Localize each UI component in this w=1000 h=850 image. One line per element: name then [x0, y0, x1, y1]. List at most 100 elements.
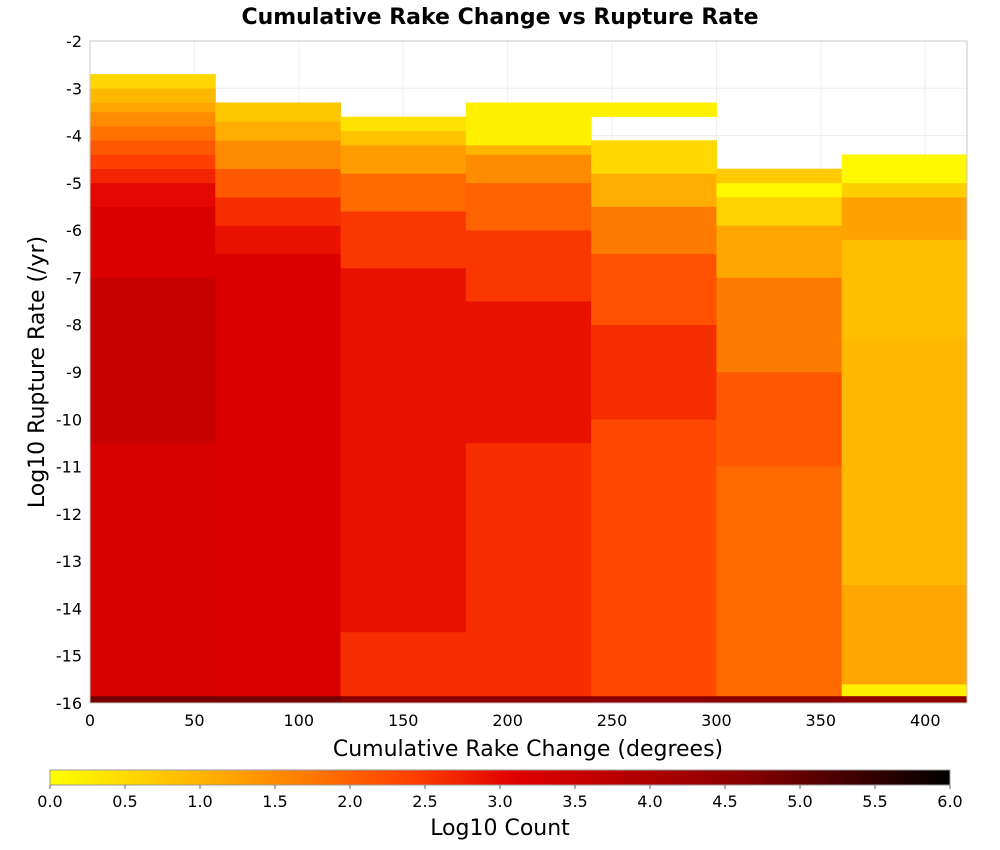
- y-tick-label: -9: [66, 363, 82, 382]
- heatmap-cell: [841, 684, 968, 697]
- y-tick-label: -16: [56, 694, 82, 713]
- heatmap-cell: [340, 632, 467, 697]
- y-tick-label: -7: [66, 268, 82, 287]
- heatmap-cell: [215, 225, 342, 255]
- heatmap-cell: [716, 277, 843, 373]
- y-tick-label: -10: [56, 410, 82, 429]
- colorbar: [49, 769, 951, 786]
- heatmap-cell: [90, 102, 216, 113]
- heatmap-cell: [465, 102, 592, 146]
- colorbar-tick-label: 3.5: [562, 792, 587, 811]
- heatmap-cell: [716, 197, 843, 226]
- heatmap-cell: [90, 168, 216, 184]
- heatmap-cell: [340, 116, 467, 132]
- heatmap-cell: [716, 695, 843, 704]
- heatmap-cell: [90, 111, 216, 127]
- colorbar-tick-label: 1.0: [187, 792, 212, 811]
- heatmap-cell: [90, 74, 216, 89]
- x-tick-label: 0: [85, 711, 95, 730]
- y-tick-label: -2: [66, 32, 82, 51]
- heatmap-cell: [591, 253, 717, 326]
- heatmap-cell: [215, 197, 342, 226]
- x-tick-label: 300: [701, 711, 732, 730]
- heatmap-cell: [841, 197, 968, 240]
- heatmap-cell: [591, 695, 717, 704]
- heatmap-cell: [340, 130, 467, 146]
- heatmap-cell: [716, 225, 843, 278]
- colorbar-tick-label: 2.0: [337, 792, 362, 811]
- heatmap-cell: [716, 182, 843, 198]
- x-tick-label: 150: [388, 711, 419, 730]
- heatmap-cell: [716, 466, 843, 697]
- heatmap-cell: [841, 239, 968, 340]
- heatmap-cell: [716, 168, 843, 184]
- heatmap-cell: [90, 182, 216, 207]
- x-axis-ticks: 0 50 100 150 200 250 300 350 400: [85, 711, 941, 730]
- colorbar-tick-label: 5.0: [787, 792, 812, 811]
- heatmap-cell: [591, 206, 717, 255]
- heatmap-cell: [90, 88, 216, 103]
- y-tick-label: -12: [56, 505, 82, 524]
- colorbar-tick-label: 0.5: [112, 792, 137, 811]
- heatmap-cell: [465, 301, 592, 444]
- heatmap-cell: [340, 211, 467, 269]
- y-tick-label: -11: [56, 458, 82, 477]
- y-tick-label: -15: [56, 647, 82, 666]
- colorbar-ticks: 0.0 0.5 1.0 1.5 2.0 2.5 3.0 3.5 4.0 4.5 5.0 5.5 6.0: [37, 785, 963, 811]
- heatmap-cell: [215, 168, 342, 198]
- heatmap-cell: [716, 372, 843, 467]
- heatmap-cell: [591, 419, 717, 697]
- colorbar-tick-label: 0.0: [37, 792, 62, 811]
- y-axis-label: Log10 Rupture Rate (/yr): [25, 236, 50, 508]
- heatmap-cell: [90, 277, 216, 444]
- colorbar-tick-label: 3.0: [487, 792, 512, 811]
- heatmap-cell: [90, 126, 216, 141]
- heatmap-cell: [90, 154, 216, 169]
- heatmap-cell: [215, 121, 342, 141]
- x-tick-label: 250: [597, 711, 628, 730]
- heatmap-cell: [841, 584, 968, 685]
- heatmap-cells: [90, 74, 968, 704]
- heatmap-cell: [340, 695, 467, 704]
- heatmap-cell: [90, 695, 216, 704]
- heatmap-cell: [465, 182, 592, 231]
- x-tick-label: 200: [492, 711, 523, 730]
- heatmap-cell: [340, 173, 467, 212]
- y-tick-label: -3: [66, 79, 82, 98]
- heatmap-cell: [90, 140, 216, 155]
- heatmap-cell: [591, 102, 717, 117]
- y-tick-label: -4: [66, 127, 82, 146]
- heatmap-cell: [90, 442, 216, 697]
- colorbar-tick-label: 5.5: [862, 792, 887, 811]
- heatmap-cell: [340, 267, 467, 633]
- heatmap-cell: [841, 695, 968, 704]
- colorbar-tick-label: 1.5: [262, 792, 287, 811]
- y-tick-label: -5: [66, 174, 82, 193]
- heatmap-cell: [841, 154, 968, 184]
- heatmap-cell: [215, 253, 342, 697]
- x-tick-label: 350: [806, 711, 837, 730]
- heatmap-cell: [90, 206, 216, 278]
- colorbar-tick-label: 6.0: [937, 792, 962, 811]
- y-tick-label: -13: [56, 552, 82, 571]
- x-tick-label: 50: [184, 711, 204, 730]
- plot-frame: [89, 40, 968, 704]
- heatmap-cell: [591, 140, 717, 174]
- heatmap-cell: [841, 338, 968, 586]
- heatmap-cell: [841, 182, 968, 198]
- heatmap-cell: [591, 173, 717, 207]
- heatmap-cell: [465, 145, 592, 155]
- heatmap-cell: [215, 140, 342, 169]
- y-tick-label: -14: [56, 599, 82, 618]
- heatmap-cell: [215, 102, 342, 122]
- heatmap-cell: [591, 324, 717, 420]
- colorbar-tick-label: 2.5: [412, 792, 437, 811]
- x-tick-label: 400: [910, 711, 941, 730]
- x-axis-label: Cumulative Rake Change (degrees): [333, 737, 723, 762]
- y-tick-label: -8: [66, 316, 82, 335]
- colorbar-tick-label: 4.0: [637, 792, 662, 811]
- heatmap-cell: [465, 695, 592, 704]
- y-axis-ticks: -2 -3 -4 -5 -6 -7 -8 -9 -10 -11 -12 -13 -14 -15 -16: [56, 32, 82, 713]
- colorbar-tick-label: 4.5: [712, 792, 737, 811]
